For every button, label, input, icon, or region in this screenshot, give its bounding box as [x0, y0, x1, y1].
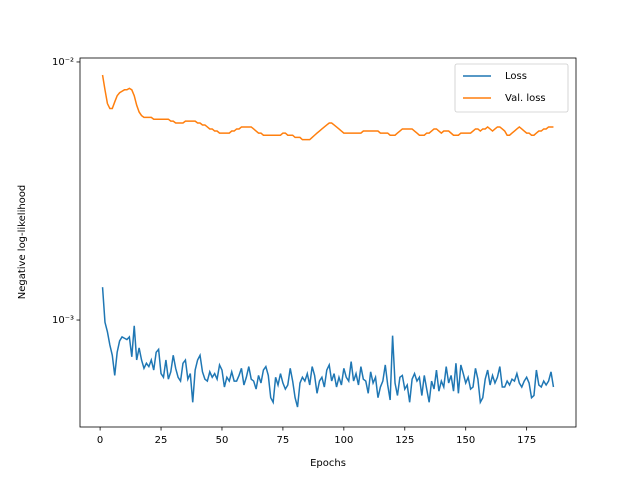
y-tick-label: 10⁻² [52, 57, 74, 68]
series-line [101, 74, 554, 141]
series-line [101, 287, 555, 408]
x-tick-label: 175 [517, 435, 536, 446]
y-axis-label: Negative log-likelihood [17, 185, 28, 300]
x-tick-label: 150 [456, 435, 475, 446]
x-tick-label: 100 [334, 435, 353, 446]
x-tick-label: 25 [155, 435, 168, 446]
axes-frame [79, 57, 577, 428]
x-tick-label: 50 [216, 435, 229, 446]
legend-label: Val. loss [505, 93, 546, 104]
x-tick-label: 75 [277, 435, 290, 446]
x-tick-label: 0 [97, 435, 103, 446]
y-tick-label: 10⁻³ [52, 315, 74, 326]
legend-label: Loss [505, 71, 527, 82]
x-axis-label: Epochs [310, 458, 346, 469]
x-tick-label: 125 [395, 435, 414, 446]
